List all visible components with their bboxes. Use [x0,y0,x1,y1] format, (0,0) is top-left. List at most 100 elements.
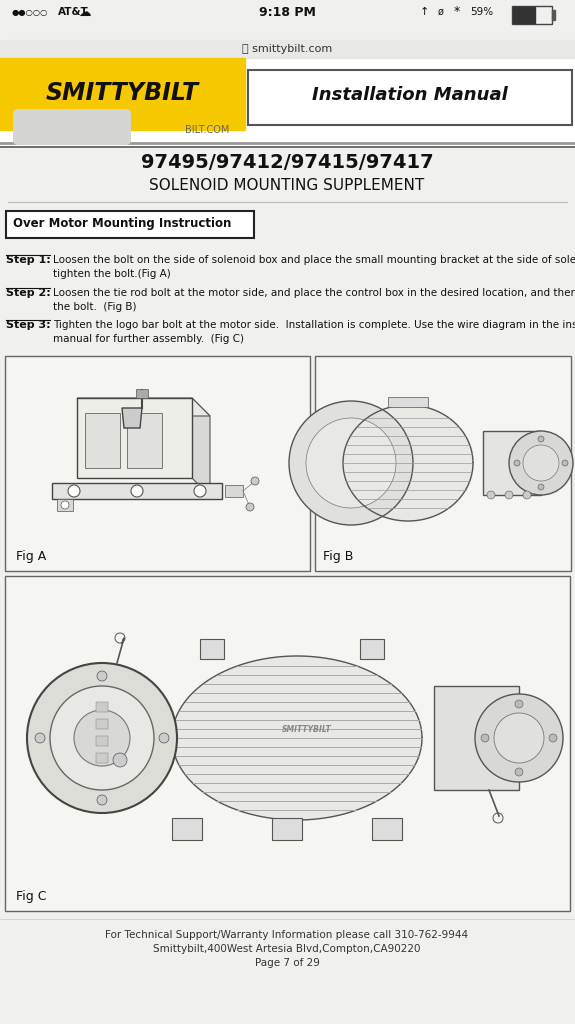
Circle shape [523,445,559,481]
Text: SOLENOID MOUNTING SUPPLEMENT: SOLENOID MOUNTING SUPPLEMENT [150,177,424,193]
Bar [512,6,552,24]
Bar [225,485,243,497]
Text: 8 of 30: 8 of 30 [43,117,101,135]
Bar [96,702,108,712]
Circle shape [97,795,107,805]
Text: For Technical Support/Warranty Information please call 310-762-9944: For Technical Support/Warranty Informati… [105,930,469,940]
Text: SMITTYBILT: SMITTYBILT [45,81,198,105]
Bar [0,0,575,40]
Polygon shape [343,406,473,521]
Bar [0,0,575,147]
Bar [372,818,402,840]
Bar [513,7,535,23]
Bar [172,818,202,840]
Circle shape [549,734,557,742]
Circle shape [514,460,520,466]
Text: 🔒 smittybilt.com: 🔒 smittybilt.com [242,44,332,54]
Text: SMITTYBILT: SMITTYBILT [282,725,332,734]
Circle shape [251,477,259,485]
Text: *: * [454,5,460,18]
Circle shape [509,431,573,495]
Circle shape [74,710,130,766]
Circle shape [27,663,177,813]
Text: 9:18 PM: 9:18 PM [259,5,316,18]
Circle shape [289,401,413,525]
Text: Installation Manual: Installation Manual [312,86,508,104]
Circle shape [481,734,489,742]
Text: Over Motor Mounting Instruction: Over Motor Mounting Instruction [13,216,231,229]
Bar [136,389,148,398]
Circle shape [131,485,143,497]
Text: BILT.COM: BILT.COM [185,125,229,135]
Text: manual for further assembly.  (Fig C): manual for further assembly. (Fig C) [53,334,244,344]
FancyBboxPatch shape [13,109,131,145]
Circle shape [194,485,206,497]
Bar [248,70,572,125]
Text: Page 7 of 29: Page 7 of 29 [255,958,320,968]
Bar [200,639,224,659]
Circle shape [505,490,513,499]
Text: 59%: 59% [470,7,493,17]
Polygon shape [77,398,210,416]
Bar [96,736,108,746]
Circle shape [306,418,396,508]
Text: Step 2:: Step 2: [6,288,51,298]
Circle shape [494,713,544,763]
Circle shape [515,768,523,776]
Text: the bolt.  (Fig B): the bolt. (Fig B) [53,302,136,312]
Bar [6,211,254,238]
Polygon shape [192,398,210,496]
Text: ↑: ↑ [420,7,430,17]
Circle shape [246,503,254,511]
Bar [0,40,575,58]
Bar [552,10,555,20]
Bar [52,483,222,499]
Polygon shape [172,656,422,820]
Circle shape [35,733,45,743]
Text: Tighten the logo bar bolt at the motor side.  Installation is complete. Use the : Tighten the logo bar bolt at the motor s… [53,319,575,330]
Text: Loosen the tie rod bolt at the motor side, and place the control box in the desi: Loosen the tie rod bolt at the motor sid… [53,288,575,298]
Circle shape [113,753,127,767]
Text: ø: ø [438,7,444,17]
Circle shape [475,694,563,782]
Circle shape [97,671,107,681]
Bar [483,431,541,495]
Bar [5,356,310,571]
Bar [5,575,570,911]
Bar [315,356,571,571]
Text: tighten the bolt.(Fig A): tighten the bolt.(Fig A) [53,269,171,279]
Circle shape [523,490,531,499]
Circle shape [68,485,80,497]
Circle shape [562,460,568,466]
Text: Fig C: Fig C [16,890,47,903]
Text: Step 1:: Step 1: [6,255,51,265]
Bar [85,413,120,468]
Text: Fig A: Fig A [16,550,46,563]
Bar [96,719,108,729]
Text: Smittybilt,400West Artesia Blvd,Compton,CA90220: Smittybilt,400West Artesia Blvd,Compton,… [154,944,421,954]
Bar [77,398,192,478]
Text: ●●○○○: ●●○○○ [12,7,48,16]
Circle shape [538,484,544,490]
Circle shape [61,501,69,509]
Circle shape [50,686,154,790]
Circle shape [538,436,544,442]
Circle shape [487,490,495,499]
Bar [57,499,73,511]
Bar [434,686,519,790]
Text: Loosen the bolt on the side of solenoid box and place the small mounting bracket: Loosen the bolt on the side of solenoid … [53,255,575,265]
Bar [96,753,108,763]
Circle shape [159,733,169,743]
Bar [0,58,245,130]
Text: 97495/97412/97415/97417: 97495/97412/97415/97417 [141,154,434,172]
Circle shape [515,700,523,708]
Bar [127,413,162,468]
Text: ☁: ☁ [78,5,90,18]
Text: Step 3:: Step 3: [6,319,51,330]
Bar [272,818,302,840]
Bar [388,397,428,407]
Bar [248,70,572,125]
Text: Fig B: Fig B [323,550,354,563]
Bar [360,639,384,659]
Text: AT&T: AT&T [58,7,89,17]
